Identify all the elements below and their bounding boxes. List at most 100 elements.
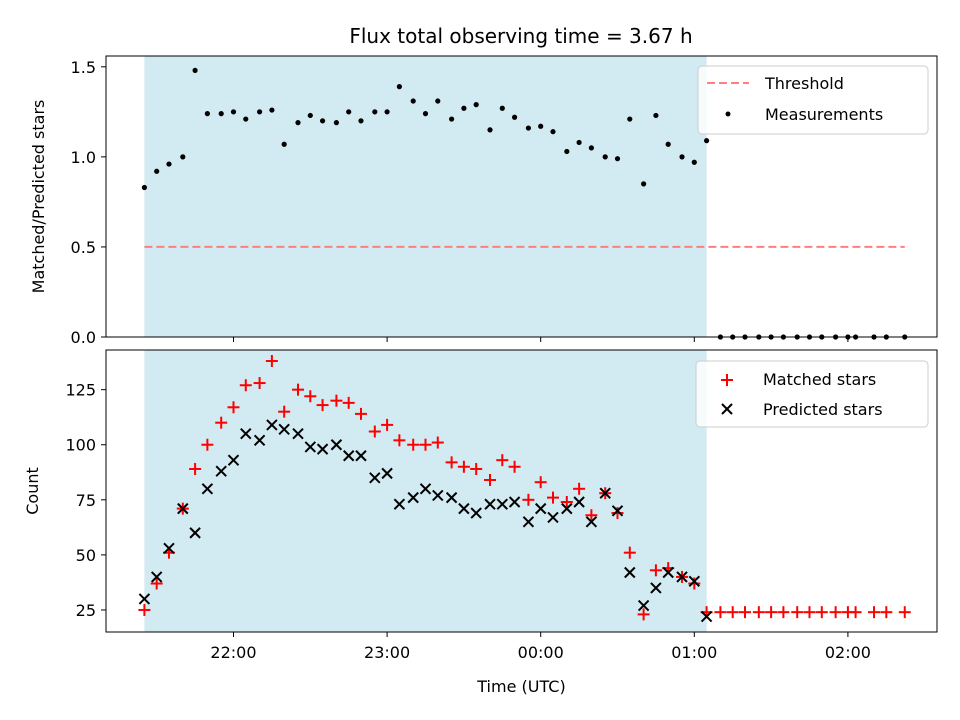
measurement-point <box>511 114 518 120</box>
bottom-y-tick-label: 75 <box>76 491 96 510</box>
top-observing-span <box>144 56 707 337</box>
legend-measurements-label: Measurements <box>765 105 883 124</box>
predicted-star-point <box>534 502 547 515</box>
measurement-point <box>307 112 313 119</box>
matched-star-point <box>585 509 598 522</box>
matched-star-point <box>292 383 305 396</box>
top-y-ticks: 0.0 0.5 1.0 1.5 <box>71 58 106 347</box>
measurement-point <box>576 139 582 146</box>
predicted-star-point <box>201 483 214 495</box>
predicted-star-point <box>369 472 381 484</box>
legend-matched-label: Matched stars <box>763 370 876 389</box>
x-tick-label: 01:00 <box>671 643 717 662</box>
matched-star-point <box>419 438 432 451</box>
bottom-x-ticks: 22:00 23:00 00:00 01:00 02:00 <box>210 632 871 662</box>
matched-star-point <box>649 564 662 577</box>
legend-predicted-label: Predicted stars <box>763 400 883 419</box>
measurement-point <box>204 111 210 117</box>
predicted-star-point <box>599 487 611 499</box>
bottom-y-ticks: 25 50 75 100 125 <box>65 381 106 620</box>
matched-star-point <box>522 493 535 506</box>
matched-star-point <box>393 434 406 447</box>
bottom-y-tick-label: 50 <box>76 546 96 565</box>
measurement-point <box>358 118 364 124</box>
measurement-point <box>588 145 594 151</box>
measurement-point <box>243 116 249 122</box>
predicted-star-point <box>432 489 444 502</box>
top-y-axis-label: Matched/Predicted stars <box>29 100 48 294</box>
x-tick-label: 22:00 <box>210 643 256 662</box>
measurement-point <box>180 154 186 160</box>
bottom-y-tick-label: 100 <box>65 436 96 455</box>
predicted-star-point <box>611 505 624 517</box>
top-axes-frame <box>105 55 938 338</box>
predicted-star-point <box>240 428 252 440</box>
legend-threshold-label: Threshold <box>764 74 844 93</box>
matched-star-point <box>330 394 343 407</box>
matched-star-point <box>726 606 739 619</box>
matched-star-point <box>815 606 828 619</box>
measurement-point <box>410 98 416 104</box>
measurement-point <box>166 161 172 167</box>
measurement-point <box>141 184 148 191</box>
matched-star-point <box>898 606 911 619</box>
bottom-panel: 25 50 75 100 125 22:00 23:00 00:00 01:00 02:00 C… <box>23 349 938 696</box>
measurement-point <box>422 111 429 117</box>
predicted-star-point <box>163 542 175 554</box>
predicted-star-point <box>227 454 240 466</box>
predicted-star-point <box>253 434 266 447</box>
matched-star-point <box>253 377 266 390</box>
predicted-star-point <box>676 571 688 583</box>
top-panel: 0.0 0.5 1.0 1.5 Matched/Predicted stars Thr… <box>29 55 938 347</box>
measurement-point <box>435 98 441 104</box>
matched-star-point <box>765 606 778 619</box>
matched-star-point <box>534 476 547 489</box>
predicted-star-point <box>381 467 393 480</box>
measurement-point <box>627 116 633 122</box>
predicted-star-point <box>189 527 201 539</box>
measurement-point <box>257 109 263 115</box>
bottom-y-axis-label: Count <box>23 467 42 515</box>
legend-matched-swatch <box>721 374 733 386</box>
predicted-star-point <box>138 593 151 605</box>
top-y-tick-label: 1.5 <box>71 58 96 77</box>
predicted-star-point <box>470 507 482 519</box>
measurement-point <box>525 125 532 131</box>
top-y-tick-label: 0.5 <box>71 238 96 257</box>
matched-star-point <box>407 438 420 451</box>
measurement-point <box>679 154 685 160</box>
bottom-axes-frame <box>105 349 938 633</box>
predicted-star-point <box>292 428 304 440</box>
measurement-point <box>346 109 352 115</box>
matched-star-point <box>201 438 214 451</box>
measurement-point <box>319 118 326 124</box>
measurement-point <box>230 109 237 115</box>
matched-star-point <box>457 460 470 473</box>
matched-star-point <box>738 606 751 619</box>
measurement-point <box>602 154 608 160</box>
bottom-legend: Matched stars Predicted stars <box>695 360 929 428</box>
x-axis-label: Time (UTC) <box>476 677 565 696</box>
legend-measurements-swatch <box>725 111 731 117</box>
predicted-star-point <box>662 566 674 579</box>
matched-star-point <box>560 496 573 509</box>
predicted-star-point <box>150 571 163 583</box>
matched-star-point <box>150 577 163 590</box>
predicted-star-point <box>650 582 662 594</box>
matched-star-point <box>849 606 862 619</box>
matched-star-point <box>278 405 291 418</box>
matched-star-point <box>688 577 701 590</box>
predicted-star-point <box>393 498 406 510</box>
matched-star-point <box>381 418 394 431</box>
matched-star-point <box>714 606 727 619</box>
matched-star-point <box>316 399 329 412</box>
measurement-point <box>281 141 287 147</box>
measurement-point <box>449 116 455 122</box>
measurement-point <box>703 138 710 144</box>
predicted-star-point <box>177 502 189 515</box>
chart-title: Flux total observing time = 3.67 h <box>349 24 692 48</box>
predicted-star-point <box>547 511 559 524</box>
matched-star-point <box>637 608 650 621</box>
predicted-star-point <box>266 419 278 431</box>
